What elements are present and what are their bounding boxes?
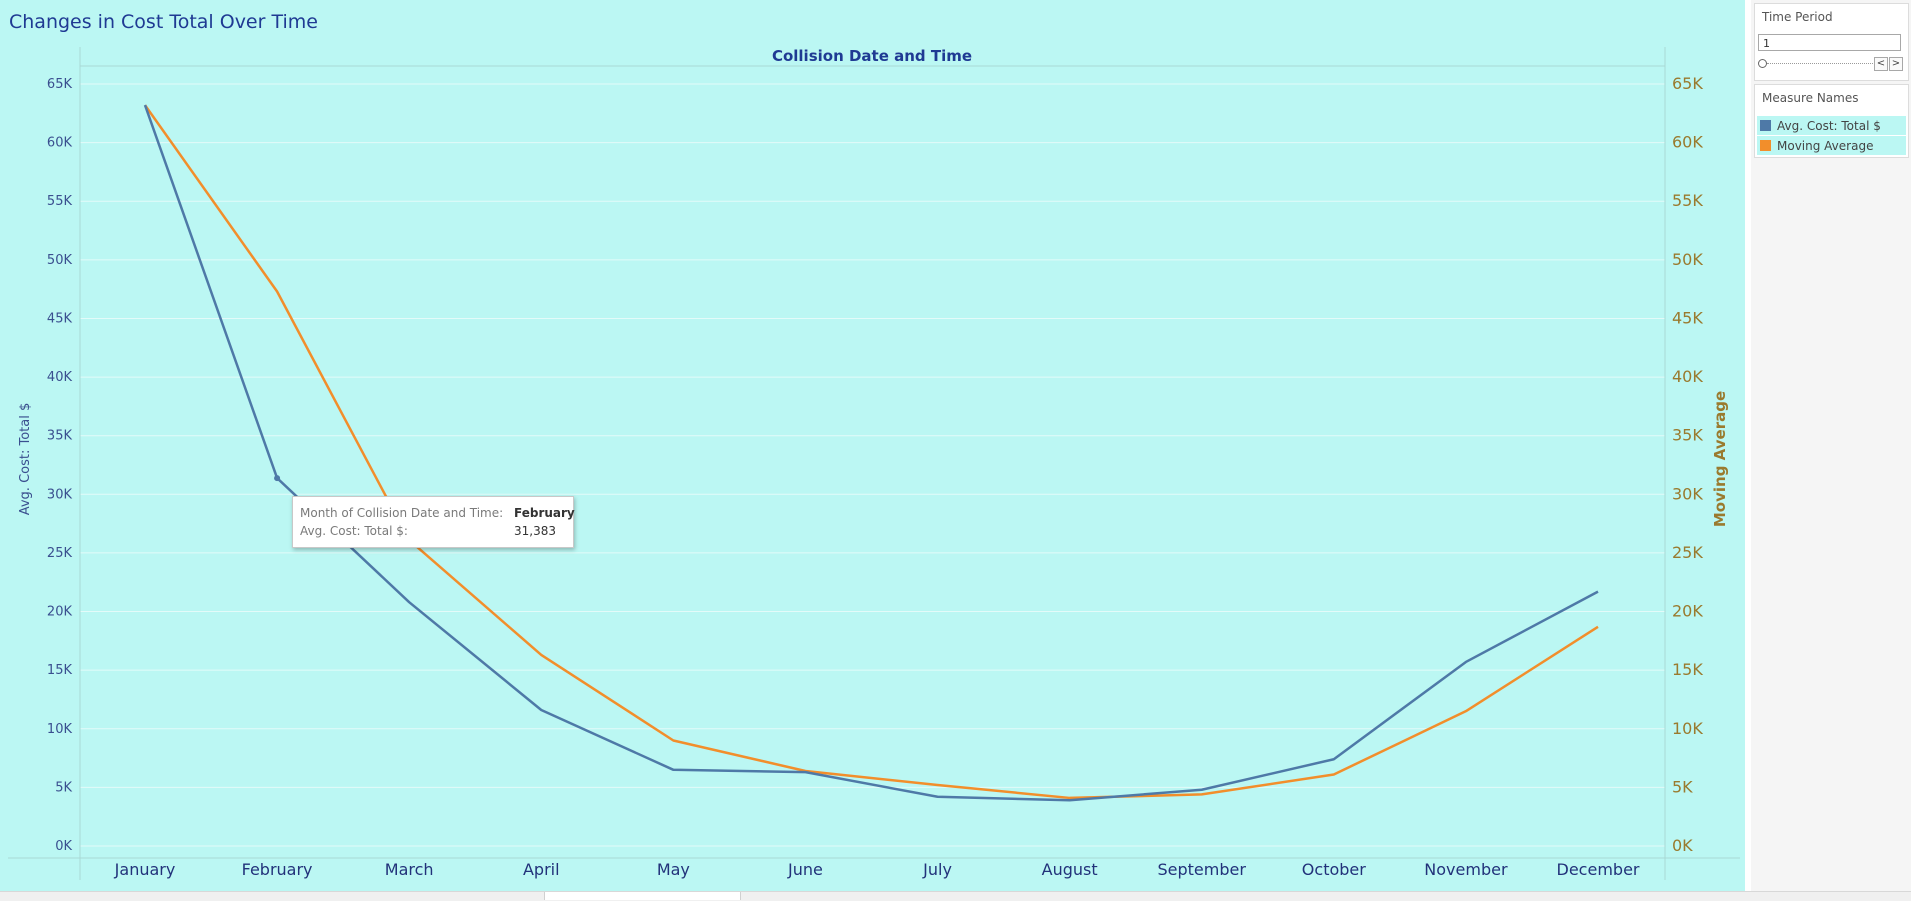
- slider-knob[interactable]: [1758, 59, 1767, 68]
- series-line-moving-average[interactable]: [143, 104, 1599, 800]
- x-tick-label: June: [787, 860, 823, 879]
- tooltip-value-cost: 31,383: [514, 524, 556, 538]
- y-tick-label-left: 20K: [47, 605, 73, 620]
- y-tick-label-left: 25K: [47, 546, 73, 561]
- y-tick-label-right: 35K: [1672, 426, 1703, 445]
- series-line-avg-cost[interactable]: [143, 104, 1599, 802]
- x-tick-label: February: [242, 860, 313, 879]
- slider-track[interactable]: [1767, 63, 1883, 64]
- y-tick-label-left: 60K: [47, 136, 73, 151]
- sheet-tab[interactable]: [544, 892, 741, 900]
- chart-panel: Changes in Cost Total Over Time Collisio…: [0, 0, 1745, 891]
- legend-label-avg-cost: Avg. Cost: Total $: [1777, 119, 1881, 133]
- tooltip-label-month: Month of Collision Date and Time:: [300, 506, 504, 520]
- x-tick-label: December: [1557, 860, 1640, 879]
- legend-title: Measure Names: [1762, 91, 1859, 105]
- y-tick-label-right: 65K: [1672, 74, 1703, 93]
- prev-button[interactable]: <: [1874, 57, 1888, 71]
- legend-swatch-moving-average: [1760, 140, 1771, 151]
- y-tick-label-right: 55K: [1672, 191, 1703, 210]
- legend-label-moving-average: Moving Average: [1777, 139, 1874, 153]
- x-tick-label: April: [523, 860, 560, 879]
- y-tick-label-right: 5K: [1672, 777, 1693, 796]
- time-period-title: Time Period: [1762, 10, 1833, 24]
- y-tick-label-right: 25K: [1672, 543, 1703, 562]
- tooltip: Month of Collision Date and Time: Februa…: [292, 496, 575, 548]
- legend-item-moving-average[interactable]: Moving Average: [1757, 136, 1906, 155]
- tooltip-value-month: February: [514, 506, 575, 520]
- y-tick-label-left: 5K: [55, 780, 72, 795]
- legend-swatch-avg-cost: [1760, 120, 1771, 131]
- y-tick-label-right: 30K: [1672, 484, 1703, 503]
- y-tick-label-right: 15K: [1672, 660, 1703, 679]
- sidebar: Time Period 1 < > Measure Names Avg. Cos…: [1751, 0, 1911, 891]
- y-tick-label-left: 35K: [47, 429, 73, 444]
- y-tick-label-right: 40K: [1672, 367, 1703, 386]
- y-tick-label-left: 40K: [47, 370, 73, 385]
- x-tick-label: September: [1158, 860, 1247, 879]
- legend-item-avg-cost[interactable]: Avg. Cost: Total $: [1757, 116, 1906, 135]
- next-button[interactable]: >: [1889, 57, 1903, 71]
- y-axis-label-left: Avg. Cost: Total $: [18, 403, 33, 516]
- x-tick-label: October: [1302, 860, 1366, 879]
- y-tick-label-left: 50K: [47, 253, 73, 268]
- x-tick-label: August: [1042, 860, 1098, 879]
- highlighted-point[interactable]: [274, 475, 281, 482]
- y-axis-label-right: Moving Average: [1711, 391, 1729, 527]
- time-period-input[interactable]: 1: [1758, 34, 1901, 51]
- x-tick-label: July: [922, 860, 952, 879]
- legend-card: Measure Names Avg. Cost: Total $ Moving …: [1754, 84, 1909, 158]
- y-tick-label-left: 0K: [55, 839, 72, 854]
- page-title: Changes in Cost Total Over Time: [9, 11, 318, 33]
- y-tick-label-left: 65K: [47, 77, 73, 92]
- y-tick-label-right: 10K: [1672, 719, 1703, 738]
- y-tick-label-left: 45K: [47, 311, 73, 326]
- tooltip-label-cost: Avg. Cost: Total $:: [300, 524, 408, 538]
- y-tick-label-left: 30K: [47, 487, 73, 502]
- y-tick-label-right: 20K: [1672, 602, 1703, 621]
- x-tick-label: May: [657, 860, 690, 879]
- y-tick-label-left: 10K: [47, 722, 73, 737]
- top-axis-title: Collision Date and Time: [772, 47, 972, 65]
- x-tick-label: November: [1424, 860, 1508, 879]
- y-tick-label-right: 50K: [1672, 250, 1703, 269]
- y-tick-label-left: 15K: [47, 663, 73, 678]
- y-tick-label-left: 55K: [47, 194, 73, 209]
- y-tick-label-right: 60K: [1672, 133, 1703, 152]
- y-tick-label-right: 45K: [1672, 308, 1703, 327]
- time-period-card: Time Period 1 < >: [1754, 3, 1909, 81]
- y-tick-label-right: 0K: [1672, 836, 1693, 855]
- x-tick-label: January: [114, 860, 176, 879]
- line-chart[interactable]: Collision Date and Time Avg. Cost: Total…: [0, 0, 1745, 891]
- sheet-tab-bar: [0, 891, 1911, 901]
- x-tick-label: March: [385, 860, 434, 879]
